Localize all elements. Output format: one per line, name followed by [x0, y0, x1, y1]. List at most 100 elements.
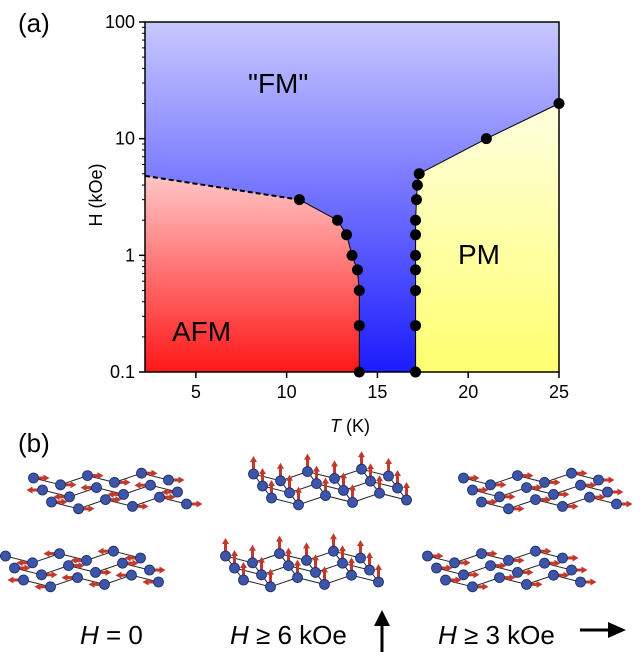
spin-arrowhead	[70, 481, 77, 489]
spin-arrowhead	[295, 486, 302, 493]
spin-arrowhead	[43, 550, 50, 558]
spin-arrowhead	[285, 547, 292, 554]
panel-b-label: (b)	[18, 428, 50, 458]
spin-arrowhead	[7, 576, 14, 584]
atom	[575, 576, 586, 588]
atom	[229, 562, 240, 574]
spin-arrowhead	[590, 481, 597, 489]
spin-arrowhead	[545, 547, 552, 555]
atom	[135, 552, 146, 564]
y-axis: 0.1 1 10 100	[105, 12, 145, 382]
data-point	[346, 249, 358, 261]
atom	[346, 569, 357, 581]
atom	[238, 574, 249, 586]
spin-arrowhead	[545, 496, 552, 504]
atom	[575, 479, 586, 491]
pm-region	[415, 103, 559, 372]
spin-arrowhead	[437, 552, 444, 560]
atom	[181, 498, 192, 510]
data-point	[410, 229, 422, 241]
spin-arrowhead	[80, 484, 87, 492]
atom	[467, 484, 478, 496]
spin-arrowhead	[115, 496, 122, 504]
panel-a-label: (a)	[18, 8, 50, 38]
data-point	[341, 229, 353, 241]
spin-arrowhead	[303, 542, 310, 549]
spin-arrowhead	[161, 488, 168, 496]
spin-arrowhead	[178, 476, 185, 484]
atom	[467, 581, 478, 593]
spin-arrowhead	[124, 554, 131, 562]
atom	[458, 569, 469, 581]
spin-arrowhead	[34, 583, 41, 591]
spin-arrowhead	[142, 578, 149, 586]
atom	[46, 496, 57, 508]
spin-chain	[422, 545, 597, 593]
spin-structures	[0, 451, 633, 593]
data-point	[410, 320, 422, 332]
spin-arrowhead	[240, 562, 247, 568]
spin-arrowhead	[331, 460, 338, 467]
afm-region-label: AFM	[172, 316, 231, 347]
spin-arrowhead	[572, 554, 579, 562]
data-point	[410, 264, 422, 276]
spin-arrowhead	[61, 574, 68, 582]
data-point	[410, 194, 422, 206]
atom	[365, 475, 376, 487]
atom	[284, 487, 295, 499]
data-point	[480, 133, 492, 145]
spin-arrowhead	[142, 502, 149, 510]
atom	[18, 574, 29, 586]
spin-arrowhead	[61, 498, 68, 506]
atom	[355, 552, 366, 564]
data-point	[293, 194, 305, 206]
atom	[337, 557, 348, 569]
spin-arrowhead	[563, 571, 570, 579]
spin-arrowhead	[313, 465, 320, 472]
spin-arrowhead	[132, 559, 139, 567]
data-point	[410, 284, 422, 296]
spin-arrowhead	[276, 535, 283, 542]
spin-arrowhead	[626, 500, 633, 508]
data-point	[351, 264, 363, 276]
atom	[392, 482, 403, 494]
spin-arrowhead	[527, 568, 534, 576]
spin-arrowhead	[482, 583, 489, 591]
field-up-arrow-icon	[374, 610, 390, 652]
x-tick-label: 10	[277, 382, 297, 402]
atom	[283, 560, 294, 571]
atom	[108, 545, 119, 557]
spin-arrowhead	[267, 568, 274, 575]
spin-arrowhead	[312, 554, 319, 561]
spin-arrowhead	[105, 568, 112, 576]
spin-arrowhead	[376, 475, 383, 482]
atom	[530, 545, 541, 557]
spin-arrowhead	[107, 490, 114, 498]
spin-arrowhead	[43, 474, 50, 482]
atom	[539, 557, 550, 569]
atom	[347, 496, 358, 508]
atom	[292, 572, 303, 583]
spin-arrowhead	[527, 472, 534, 480]
atom	[476, 496, 487, 508]
afm-dashed-boundary	[144, 174, 300, 201]
atom	[593, 474, 604, 486]
spin-arrowhead	[536, 484, 543, 492]
spin-arrowhead	[518, 556, 525, 564]
spin-arrowhead	[258, 556, 265, 563]
spin-chain	[26, 467, 203, 515]
spin-arrowhead	[134, 481, 141, 489]
atom	[329, 472, 340, 484]
data-point	[353, 320, 365, 332]
y-tick-label: 10	[115, 129, 135, 149]
spin-arrowhead	[231, 550, 238, 556]
atom	[319, 579, 330, 590]
atom	[266, 492, 277, 504]
x-tick-label: 15	[367, 382, 387, 402]
atom	[63, 560, 74, 571]
atom	[126, 569, 137, 581]
spin-chain	[248, 451, 412, 511]
afm-region	[145, 175, 360, 372]
spin-arrowhead	[367, 463, 374, 470]
y-tick-label: 0.1	[110, 362, 135, 382]
